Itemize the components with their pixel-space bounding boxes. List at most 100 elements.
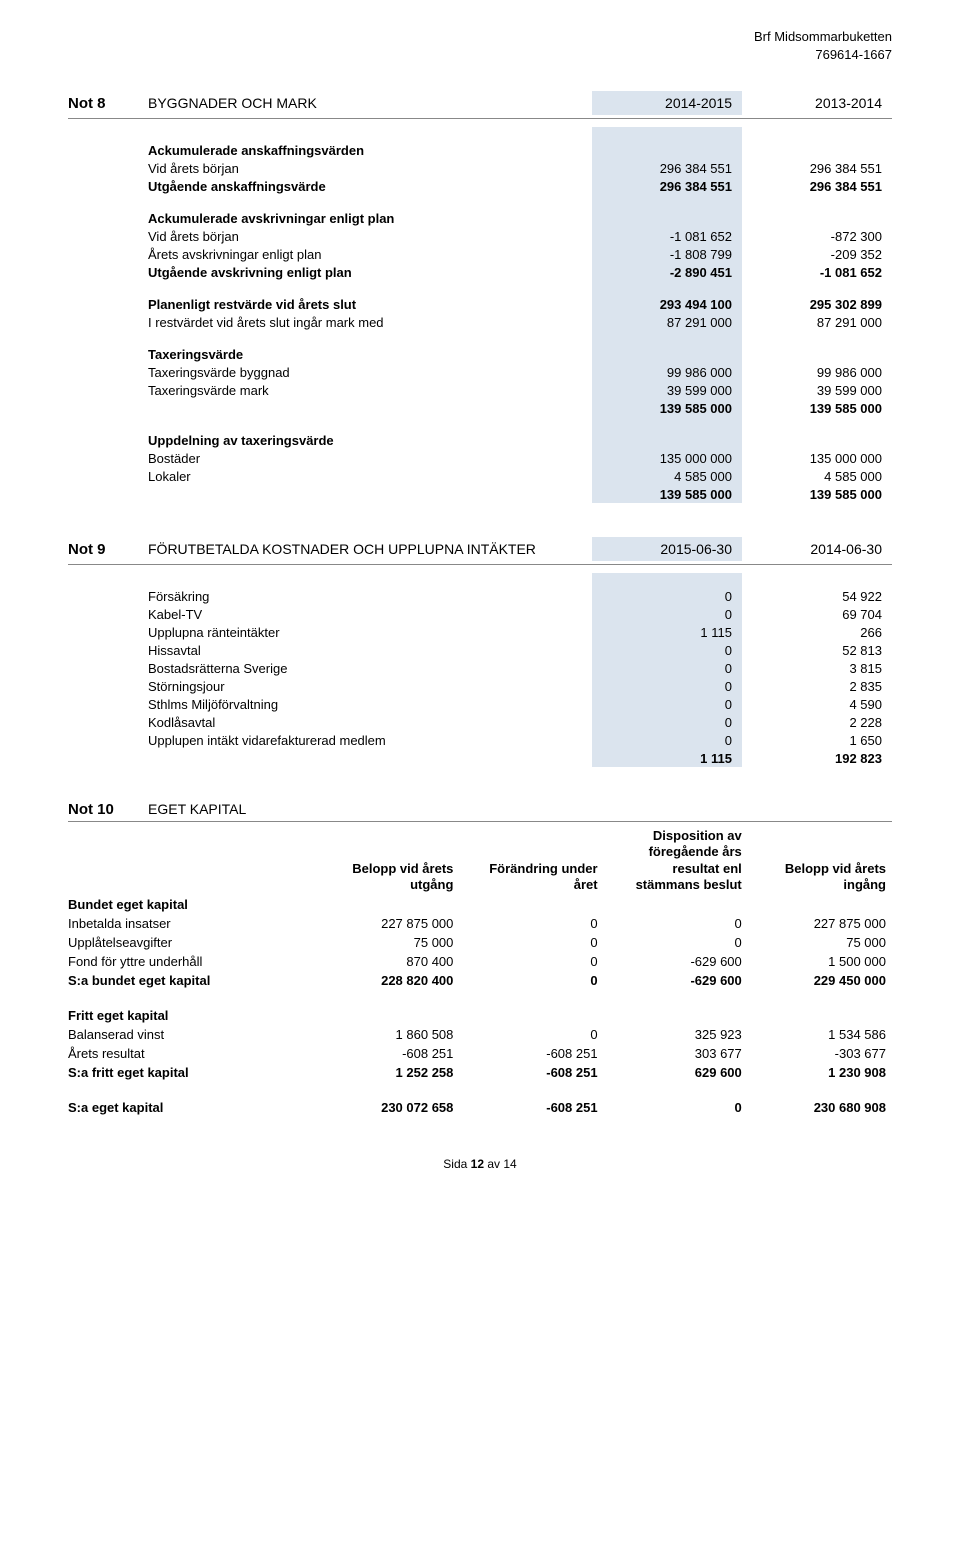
row-value: 99 986 000 — [742, 363, 892, 381]
restvarde-value: 293 494 100 — [592, 295, 742, 313]
cell: 75 000 — [748, 933, 892, 952]
cell: 229 450 000 — [748, 971, 892, 990]
row-value: 0 — [592, 695, 742, 713]
cell: 0 — [604, 1098, 748, 1117]
row-value: 39 599 000 — [742, 381, 892, 399]
row-label: Bostäder — [148, 449, 592, 467]
cell: 1 500 000 — [748, 952, 892, 971]
note-9-col2: 2014-06-30 — [742, 537, 892, 561]
row-label: Bostadsrätterna Sverige — [148, 659, 592, 677]
row-value: 2 835 — [742, 677, 892, 695]
org-name: Brf Midsommarbuketten — [68, 28, 892, 46]
cell: 227 875 000 — [748, 914, 892, 933]
cell: 303 677 — [604, 1044, 748, 1063]
row-value: 135 000 000 — [742, 449, 892, 467]
row-label: Taxeringsvärde mark — [148, 381, 592, 399]
row-value: 54 922 — [742, 587, 892, 605]
row-label: Sthlms Miljöförvaltning — [148, 695, 592, 713]
col-header: Förändring under året — [459, 826, 603, 895]
row-label: Inbetalda insatser — [68, 914, 315, 933]
cell: 230 072 658 — [315, 1098, 459, 1117]
row-value: 1 650 — [742, 731, 892, 749]
row-value: 2 228 — [742, 713, 892, 731]
row-total-value: 296 384 551 — [742, 177, 892, 195]
row-total-value: 296 384 551 — [592, 177, 742, 195]
row-label: Upplupna ränteintäkter — [148, 623, 592, 641]
row-value: 0 — [592, 677, 742, 695]
row-label: Fond för yttre underhåll — [68, 952, 315, 971]
row-value: 0 — [592, 713, 742, 731]
row-label: Kabel-TV — [148, 605, 592, 623]
restvarde-sub-value: 87 291 000 — [592, 313, 742, 331]
note-8-col2: 2013-2014 — [742, 91, 892, 115]
grand-total-label: S:a eget kapital — [68, 1098, 315, 1117]
eget-kapital-table: Belopp vid årets utgång Förändring under… — [68, 826, 892, 1117]
section-heading: Fritt eget kapital — [68, 1006, 315, 1025]
cell: 325 923 — [604, 1025, 748, 1044]
cell: 0 — [459, 971, 603, 990]
row-value: 0 — [592, 731, 742, 749]
row-value: 296 384 551 — [742, 159, 892, 177]
note-8: Not 8 BYGGNADER OCH MARK 2014-2015 2013-… — [68, 91, 892, 503]
cell: 1 860 508 — [315, 1025, 459, 1044]
note-10-header: Not 10 EGET KAPITAL — [68, 801, 892, 822]
cell: -608 251 — [459, 1098, 603, 1117]
row-value: 296 384 551 — [592, 159, 742, 177]
row-value: -209 352 — [742, 245, 892, 263]
tax-total-value: 139 585 000 — [592, 399, 742, 417]
row-value: 4 585 000 — [592, 467, 742, 485]
cell: 1 252 258 — [315, 1063, 459, 1082]
restvarde-sub-value: 87 291 000 — [742, 313, 892, 331]
row-value: 0 — [592, 659, 742, 677]
page-total: 14 — [503, 1157, 516, 1171]
note-10-num: Not 10 — [68, 801, 148, 818]
note-10-title: EGET KAPITAL — [148, 801, 892, 818]
cell: 75 000 — [315, 933, 459, 952]
row-value: -1 808 799 — [592, 245, 742, 263]
cell: 0 — [459, 952, 603, 971]
col-header: Belopp vid årets ingång — [748, 826, 892, 895]
cell: -608 251 — [459, 1044, 603, 1063]
row-label: Taxeringsvärde byggnad — [148, 363, 592, 381]
note-8-header: Not 8 BYGGNADER OCH MARK 2014-2015 2013-… — [68, 91, 892, 119]
cell: 0 — [459, 914, 603, 933]
cell: 1 230 908 — [748, 1063, 892, 1082]
note-9-title: FÖRUTBETALDA KOSTNADER OCH UPPLUPNA INTÄ… — [148, 541, 592, 557]
cell: 228 820 400 — [315, 971, 459, 990]
col-header: Belopp vid årets utgång — [315, 826, 459, 895]
note-9: Not 9 FÖRUTBETALDA KOSTNADER OCH UPPLUPN… — [68, 537, 892, 767]
row-value: 0 — [592, 605, 742, 623]
row-total-label: Utgående anskaffningsvärde — [148, 177, 592, 195]
cell: 870 400 — [315, 952, 459, 971]
row-value: 3 815 — [742, 659, 892, 677]
section-heading: Ackumulerade avskrivningar enligt plan — [148, 209, 592, 227]
cell: -608 251 — [315, 1044, 459, 1063]
row-total-label: Utgående avskrivning enligt plan — [148, 263, 592, 281]
row-value: -872 300 — [742, 227, 892, 245]
row-value: 99 986 000 — [592, 363, 742, 381]
row-value: 52 813 — [742, 641, 892, 659]
note-8-title: BYGGNADER OCH MARK — [148, 95, 592, 111]
document-header: Brf Midsommarbuketten 769614-1667 — [68, 28, 892, 63]
cell: 227 875 000 — [315, 914, 459, 933]
row-value: 266 — [742, 623, 892, 641]
row-label: Upplupen intäkt vidarefakturerad medlem — [148, 731, 592, 749]
col-header: Disposition av föregående års resultat e… — [604, 826, 748, 895]
restvarde-sub-label: I restvärdet vid årets slut ingår mark m… — [148, 313, 592, 331]
note-8-num: Not 8 — [68, 95, 148, 112]
restvarde-value: 295 302 899 — [742, 295, 892, 313]
row-label: Lokaler — [148, 467, 592, 485]
cell: 0 — [604, 933, 748, 952]
note-8-col1: 2014-2015 — [592, 91, 742, 115]
note-9-num: Not 9 — [68, 541, 148, 558]
upp-total-value: 139 585 000 — [742, 485, 892, 503]
row-total-label: S:a bundet eget kapital — [68, 971, 315, 990]
row-value: -1 081 652 — [592, 227, 742, 245]
row-label: Upplåtelseavgifter — [68, 933, 315, 952]
upp-heading: Uppdelning av taxeringsvärde — [148, 431, 592, 449]
row-label: Störningsjour — [148, 677, 592, 695]
row-value: 4 590 — [742, 695, 892, 713]
row-total-label: S:a fritt eget kapital — [68, 1063, 315, 1082]
note-10: Not 10 EGET KAPITAL Belopp vid årets utg… — [68, 801, 892, 1117]
page: Brf Midsommarbuketten 769614-1667 Not 8 … — [0, 0, 960, 1211]
